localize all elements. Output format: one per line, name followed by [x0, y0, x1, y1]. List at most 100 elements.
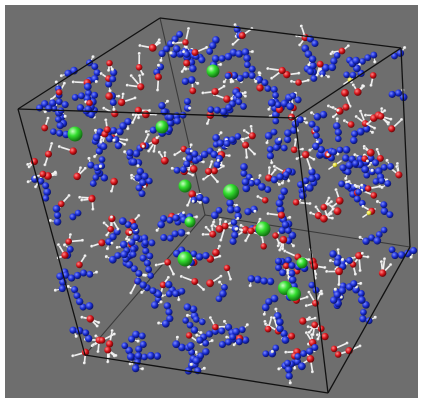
nitrogen-atom [272, 344, 280, 352]
hydrogen-atom [94, 334, 98, 338]
nitrogen-atom [177, 228, 186, 237]
ion-sphere [155, 120, 169, 134]
nitrogen-atom [91, 63, 99, 71]
nitrogen-atom [163, 302, 171, 310]
oxygen-atom [334, 351, 342, 358]
nitrogen-atom [294, 353, 302, 360]
hydrogen-atom [396, 162, 399, 166]
hydrogen-atom [242, 129, 246, 133]
nitrogen-atom [213, 160, 222, 169]
hydrogen-atom [91, 207, 95, 211]
hydrogen-atom [298, 43, 302, 47]
nitrogen-atom [301, 44, 310, 53]
nitrogen-atom [309, 61, 317, 70]
nitrogen-atom [247, 275, 255, 283]
nitrogen-atom [191, 150, 199, 158]
hydrogen-atom [59, 74, 64, 78]
hydrogen-atom [222, 80, 226, 84]
oxygen-atom [69, 147, 77, 155]
oxygen-atom [209, 230, 217, 238]
nitrogen-atom [149, 287, 157, 295]
ion-sphere [255, 221, 271, 237]
hydrogen-atom [184, 45, 188, 49]
nitrogen-atom [114, 252, 122, 260]
nitrogen-atom [130, 245, 137, 253]
nitrogen-atom [69, 213, 77, 221]
nitrogen-atom [368, 234, 375, 242]
hydrogen-atom [96, 350, 100, 354]
nitrogen-atom [153, 352, 162, 360]
nitrogen-atom [302, 177, 310, 185]
hydrogen-atom [33, 175, 37, 179]
oxygen-atom [316, 60, 324, 68]
hydrogen-atom [371, 130, 375, 135]
hydrogen-atom [316, 337, 320, 341]
hydrogen-atom [94, 128, 98, 133]
hydrogen-atom [110, 241, 114, 245]
oxygen-atom [354, 88, 362, 96]
hydrogen-atom [125, 237, 129, 241]
oxygen-atom [341, 89, 349, 97]
nitrogen-atom [234, 133, 242, 140]
hydrogen-atom [231, 80, 235, 84]
nitrogen-atom [87, 111, 96, 119]
nitrogen-atom [278, 193, 285, 201]
oxygen-atom [135, 63, 143, 71]
nitrogen-atom [210, 150, 219, 159]
hydrogen-atom [93, 155, 97, 159]
nitrogen-atom [74, 209, 82, 217]
nitrogen-atom [248, 65, 256, 73]
hydrogen-atom [147, 149, 151, 153]
nitrogen-atom [248, 72, 256, 80]
ion-sphere [287, 287, 301, 301]
oxygen-atom [117, 98, 126, 107]
hydrogen-atom [245, 323, 249, 327]
nitrogen-atom [134, 352, 143, 360]
hydrogen-atom [389, 117, 393, 121]
hydrogen-atom [366, 255, 370, 259]
nitrogen-atom [328, 63, 337, 72]
nitrogen-atom [100, 142, 108, 151]
nitrogen-atom [218, 340, 226, 349]
nitrogen-atom [183, 104, 192, 112]
nitrogen-atom [146, 252, 154, 260]
hydrogen-atom [400, 118, 404, 122]
nitrogen-atom [187, 342, 195, 350]
nitrogen-atom [229, 237, 237, 245]
nitrogen-atom [196, 336, 204, 344]
hydrogen-atom [126, 127, 130, 131]
nitrogen-atom [55, 98, 63, 106]
hydrogen-atom [307, 290, 311, 294]
hydrogen-atom [79, 166, 83, 170]
nitrogen-atom [329, 250, 337, 258]
hydrogen-atom [358, 344, 362, 348]
nitrogen-atom [84, 334, 93, 343]
oxygen-atom [342, 103, 350, 111]
nitrogen-atom [236, 74, 244, 82]
hydrogen-atom [71, 80, 75, 84]
hydrogen-atom [201, 91, 205, 95]
hydrogen-atom [83, 254, 87, 258]
hydrogen-atom [314, 272, 318, 276]
nitrogen-atom [242, 71, 250, 79]
nitrogen-atom [345, 161, 354, 170]
molecular-viewport[interactable] [5, 5, 418, 398]
oxygen-atom [206, 279, 214, 288]
oxygen-atom [61, 251, 69, 259]
box-edge [327, 246, 411, 394]
nitrogen-atom [192, 315, 200, 323]
nitrogen-atom [253, 178, 261, 186]
oxygen-atom [290, 146, 298, 154]
hydrogen-atom [46, 116, 50, 120]
hydrogen-atom [308, 148, 312, 152]
hydrogen-atom [141, 72, 145, 76]
oxygen-atom [247, 227, 255, 235]
nitrogen-atom [308, 55, 317, 63]
hydrogen-atom [152, 149, 156, 153]
nitrogen-atom [178, 343, 186, 352]
hydrogen-atom [362, 145, 366, 148]
hydrogen-atom [358, 269, 362, 273]
hydrogen-atom [95, 324, 99, 328]
hydrogen-atom [191, 173, 195, 177]
nitrogen-atom [338, 286, 347, 295]
